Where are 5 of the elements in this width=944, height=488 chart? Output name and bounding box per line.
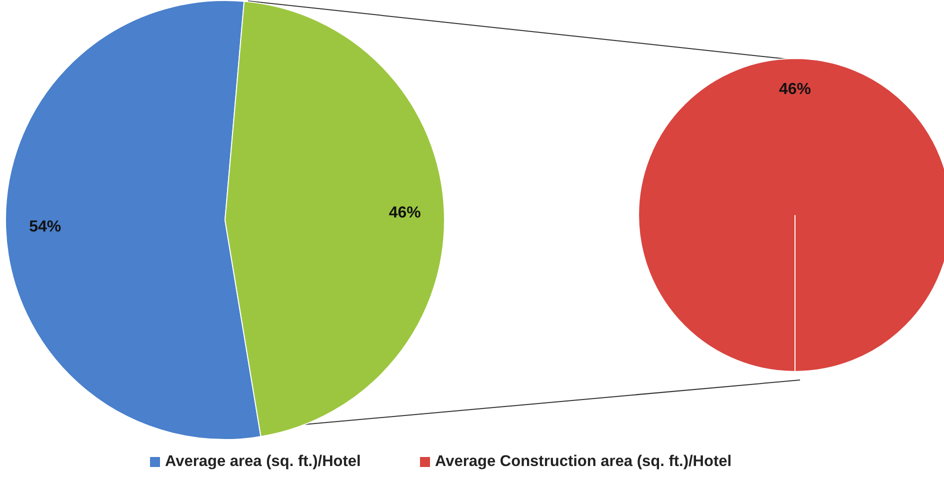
data-label: 46%	[388, 204, 421, 222]
data-label: 46%	[778, 81, 812, 98]
legend-label: Average area (sq. ft.)/Hotel	[165, 453, 361, 471]
legend-label: Average Construction area (sq. ft.)/Hotel	[435, 453, 732, 471]
data-label: 54%	[29, 218, 62, 236]
